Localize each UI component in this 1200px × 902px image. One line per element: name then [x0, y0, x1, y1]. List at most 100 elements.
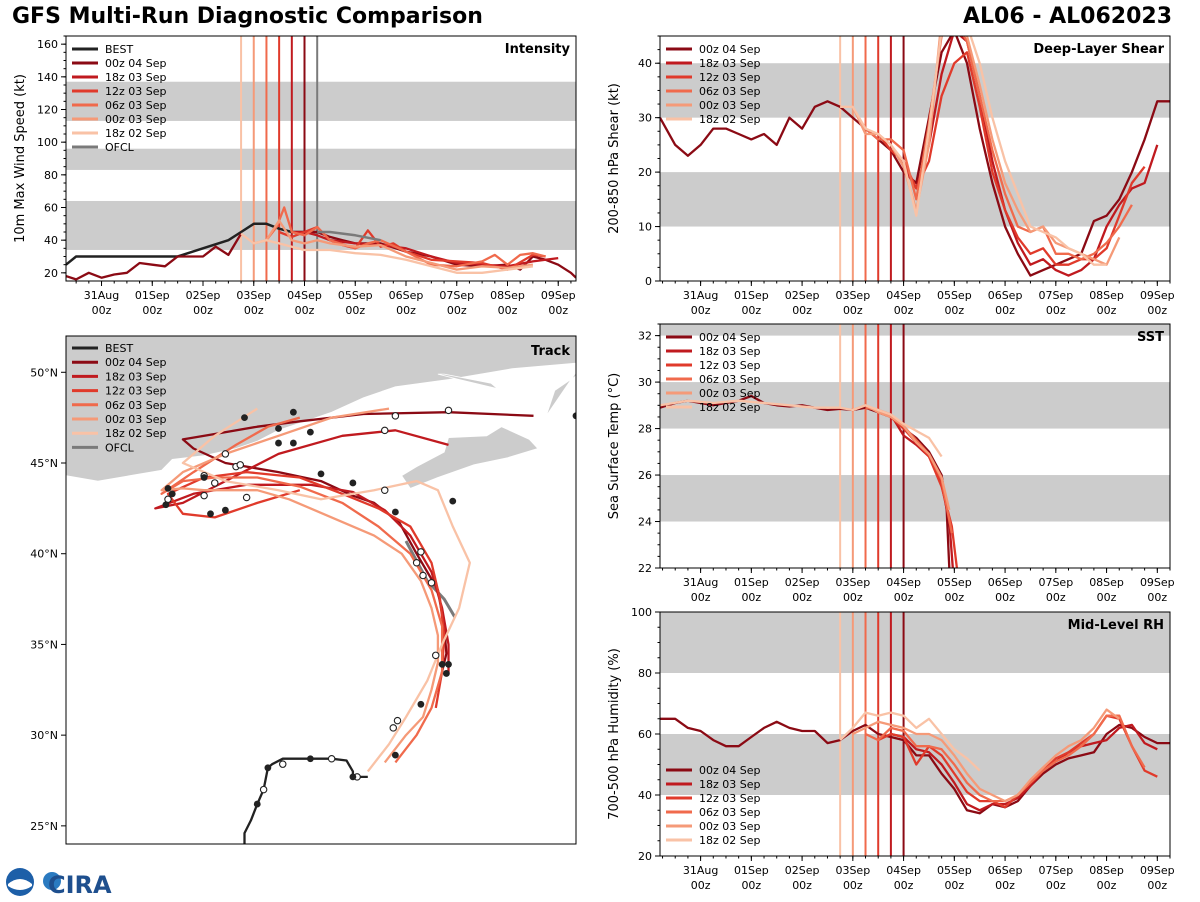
rh-ytick-label: 80	[638, 667, 652, 680]
rh-xtick-label: 08Sep	[1089, 864, 1124, 877]
intensity-legend-label: 06z 03 Sep	[105, 99, 167, 112]
intensity-xtick-label: 03Sep	[236, 289, 271, 302]
track-line	[160, 416, 444, 764]
sst-series-group	[660, 394, 959, 568]
intensity-xtick-label: 01Sep	[135, 289, 170, 302]
sst-legend-label: 18z 02 Sep	[699, 401, 761, 414]
intensity-xtick-label: 05Sep	[338, 289, 373, 302]
intensity-legend-label: 00z 03 Sep	[105, 113, 167, 126]
shear-xtick-label: 00z	[1046, 304, 1066, 317]
rh-xtick-label: 00z	[894, 879, 914, 892]
sst-xtick-label: 00z	[1097, 591, 1117, 604]
shear-xtick-label: 00z	[995, 304, 1015, 317]
rh-ylabel: 700-500 hPa Humidity (%)	[607, 648, 622, 820]
track-open-marker	[259, 785, 268, 794]
rh-xtick-label: 03Sep	[835, 864, 870, 877]
intensity-legend-label: OFCL	[105, 141, 135, 154]
track-filled-marker	[207, 510, 214, 518]
shear-series-line	[840, 36, 1107, 266]
track-title: Track	[531, 344, 570, 359]
rh-xtick-label: 00z	[843, 879, 863, 892]
shear-xtick-label: 00z	[691, 304, 711, 317]
sst-frame	[659, 323, 1171, 569]
shear-xtick-label: 00z	[792, 304, 812, 317]
track-open-marker	[380, 486, 389, 494]
intensity-xtick-label: 00z	[142, 304, 162, 317]
sst-xtick-label: 03Sep	[835, 576, 870, 589]
sst-ytick-label: 22	[638, 562, 652, 575]
track-filled-marker	[442, 670, 450, 677]
intensity-band-0	[66, 200, 576, 250]
intensity-xtick-label: 09Sep	[541, 289, 576, 302]
sst-xtick-label: 09Sep	[1140, 576, 1175, 589]
track-legend-label: 18z 03 Sep	[105, 370, 167, 383]
rh-series-line	[890, 723, 1158, 812]
shear-series-line	[889, 36, 1159, 277]
track-open-marker	[236, 461, 245, 469]
intensity-ytick-label: 60	[44, 202, 58, 215]
sst-panel: 22 24 26 28 30 32 31Aug 00z 01Sep 00z 02Sep 00z 03Se…	[607, 323, 1175, 604]
track-filled-marker	[572, 412, 576, 420]
track-open-marker	[391, 412, 400, 420]
rh-xtick-label: 04Sep	[886, 864, 921, 877]
shear-band-1	[660, 63, 1170, 118]
rh-xtick-label: 01Sep	[734, 864, 769, 877]
intensity-xtick-label: 00z	[548, 304, 568, 317]
sst-xtick-label: 07Sep	[1038, 576, 1073, 589]
shear-xtick-label: 00z	[944, 304, 964, 317]
track-ytick-label: 35°N	[30, 638, 58, 651]
sst-xtick-label: 00z	[944, 591, 964, 604]
track-map-group	[66, 336, 576, 844]
shear-ytick-label: 10	[638, 221, 652, 234]
track-filled-marker	[275, 425, 282, 432]
rh-legend-label: 00z 03 Sep	[699, 820, 761, 833]
shear-xtick-label: 00z	[894, 304, 914, 317]
track-open-marker	[417, 548, 425, 556]
intensity-ytick-label: 100	[37, 136, 58, 149]
rh-series-line	[852, 708, 1120, 803]
intensity-ytick-label: 120	[37, 104, 58, 117]
sst-xtick-label: 31Aug	[683, 576, 718, 589]
track-legend-label: 00z 04 Sep	[105, 356, 167, 369]
intensity-series-line	[253, 219, 534, 271]
sst-legend-label: 12z 03 Sep	[699, 359, 761, 372]
sst-xtick-label: 04Sep	[886, 576, 921, 589]
sst-xtick-label: 00z	[995, 591, 1015, 604]
track-filled-marker	[417, 700, 425, 708]
sst-ytick-label: 24	[638, 516, 652, 529]
shear-xtick-label: 06Sep	[988, 289, 1023, 302]
shear-panel: 0 10 20 30 40 31Aug 00z 01Sep 00z 02Sep 00z 03Sep 00…	[607, 35, 1175, 317]
intensity-band-2	[66, 81, 576, 121]
rh-legend-label: 06z 03 Sep	[699, 806, 761, 819]
track-line	[166, 470, 446, 709]
rh-xtick-label: 06Sep	[988, 864, 1023, 877]
rh-title: Mid-Level RH	[1068, 618, 1164, 633]
intensity-ytick-label: 40	[44, 234, 58, 247]
rh-xtick-label: 02Sep	[785, 864, 820, 877]
sst-xtick-label: 00z	[691, 591, 711, 604]
rh-panel: 20 40 60 80 100 31Aug 00z 01Sep 00z 02Sep 00z 03Sep…	[607, 606, 1175, 892]
intensity-ytick-label: 160	[37, 38, 58, 51]
sst-band-2	[660, 324, 1170, 336]
track-filled-marker	[445, 660, 452, 668]
sst-ylabel: Sea Surface Temp (°C)	[607, 373, 622, 520]
rh-series-line	[839, 711, 981, 772]
sst-xtick-label: 02Sep	[785, 576, 820, 589]
rh-xtick-label: 31Aug	[683, 864, 718, 877]
cira-logo: CIRA	[4, 866, 114, 899]
intensity-xtick-label: 00z	[447, 304, 467, 317]
shear-series-group	[660, 36, 1170, 277]
shear-xtick-label: 07Sep	[1038, 289, 1073, 302]
shear-xtick-label: 00z	[1147, 304, 1167, 317]
rh-legend-label: 18z 03 Sep	[699, 778, 761, 791]
intensity-xtick-label: 00z	[345, 304, 365, 317]
track-legend-label: 00z 03 Sep	[105, 413, 167, 426]
rh-legend-label: 00z 04 Sep	[699, 764, 761, 777]
track-legend-label: 18z 02 Sep	[105, 427, 167, 440]
intensity-band-1	[66, 148, 576, 170]
intensity-series-line	[66, 222, 318, 266]
shear-legend-label: 18z 02 Sep	[699, 113, 761, 126]
track-filled-marker	[241, 414, 248, 422]
intensity-xtick-label: 00z	[92, 304, 112, 317]
